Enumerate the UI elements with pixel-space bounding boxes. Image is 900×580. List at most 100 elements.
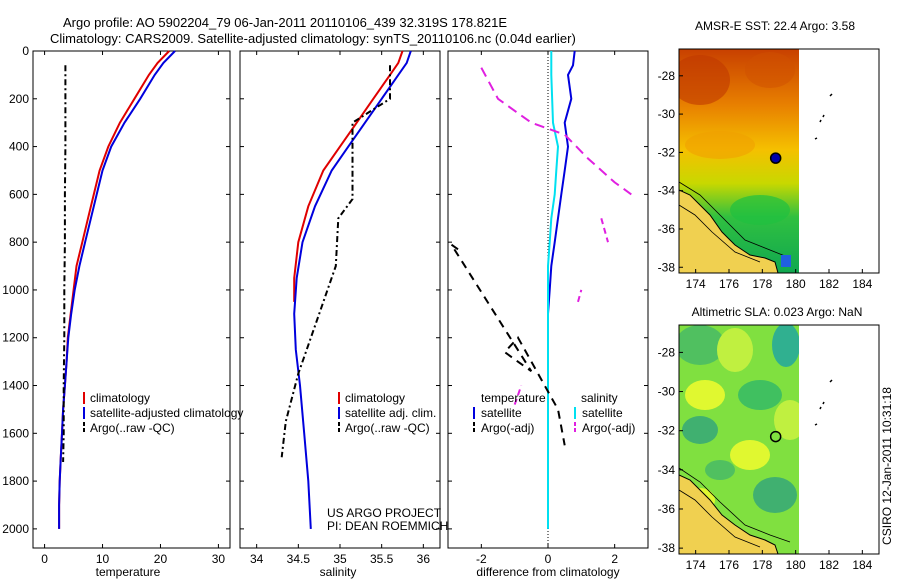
pi-credit: PI: DEAN ROEMMICH <box>327 519 448 533</box>
series-segment-salinity-argo-adj- <box>600 218 609 243</box>
depth-axis: 0 200 400 600 800 1000 1200 1400 1600 1800 2000 <box>2 44 230 536</box>
lon-tick-label: 182 <box>819 277 839 291</box>
depth-tick-label: 1200 <box>2 331 29 345</box>
temperature-xlabel: temperature <box>96 565 161 579</box>
x-tick-label: 34.5 <box>287 552 311 566</box>
figure-title-line2: Climatology: CARS2009. Satellite-adjuste… <box>50 31 576 46</box>
x-tick-label: 0 <box>545 552 552 566</box>
lat-tick-label: -38 <box>658 541 676 555</box>
salinity-depth-ticks <box>240 50 440 530</box>
lon-tick-label: 174 <box>686 277 706 291</box>
sst-warm-patch <box>745 52 795 88</box>
lon-tick-label: 174 <box>686 558 706 572</box>
legend-label: climatology <box>345 391 405 405</box>
argo-float-marker <box>769 152 782 164</box>
sla-patch <box>772 325 799 367</box>
bathymetry-contour <box>679 467 791 543</box>
depth-tick-label: 1600 <box>2 426 29 440</box>
series-line-satellite-adjusted-climatology <box>58 50 176 529</box>
lon-tick-label: 178 <box>752 558 772 572</box>
lat-tick-label: -36 <box>658 222 676 236</box>
bathymetry-contour <box>679 181 791 259</box>
depth-tick-label: 1000 <box>2 283 29 297</box>
series-line-satellite-adj-clim- <box>293 50 412 529</box>
depth-tick-label: 200 <box>9 92 29 106</box>
lon-tick-label: 184 <box>852 558 872 572</box>
legend-label: Argo(-adj) <box>582 421 635 435</box>
temperature-axes-box <box>32 50 231 549</box>
sla-map-title: Altimetric SLA: 0.023 Argo: NaN <box>692 305 863 319</box>
sla-patch <box>738 380 782 410</box>
sla-field <box>679 325 799 554</box>
sst-axes-box <box>678 48 880 274</box>
sst-map-panel: AMSR-E SST: 22.4 Argo: 3.58 174 176 178 180… <box>658 19 880 291</box>
lon-tick-label: 182 <box>819 558 839 572</box>
sst-cool-patch <box>730 195 790 225</box>
lon-tick-label: 176 <box>719 558 739 572</box>
x-tick-label: 0 <box>41 552 48 566</box>
series-segment-salinity-argo-adj- <box>513 385 523 405</box>
sst-field <box>679 49 799 273</box>
bathymetry-contour <box>679 204 761 263</box>
difference-series <box>450 50 632 529</box>
sla-map-panel: Altimetric SLA: 0.023 Argo: NaN 174 176 17… <box>658 305 880 572</box>
legend-label: Argo(..raw -QC) <box>90 421 175 435</box>
difference-legend: temperature satellite Argo(-adj) salinit… <box>473 391 635 435</box>
sst-front <box>685 131 755 159</box>
depth-tick-label: 1400 <box>2 379 29 393</box>
series-line-climatology <box>293 50 404 302</box>
salinity-panel: 34 34.5 35 35.5 36 salinity climatology sate… <box>239 50 448 579</box>
sla-patch <box>730 440 770 470</box>
legend-label: satellite adj. clim. <box>345 406 436 420</box>
depth-tick-label: 800 <box>9 235 29 249</box>
lat-tick-label: -38 <box>658 260 676 274</box>
sst-island-dots <box>814 93 833 140</box>
sst-map-marks <box>769 152 782 164</box>
x-tick-label: 35 <box>333 552 347 566</box>
sst-map-ticks: 174 176 178 180 182 184 -28 -30 -32 -34 -36 -38 <box>658 69 873 291</box>
series-line-argo-raw-qc- <box>62 65 67 463</box>
new-zealand-land <box>679 474 779 554</box>
lon-tick-label: 178 <box>752 277 772 291</box>
lat-tick-label: -30 <box>658 107 676 121</box>
bathymetry-contour <box>679 489 761 548</box>
x-tick-label: 35.5 <box>370 552 394 566</box>
temperature-series <box>58 50 176 529</box>
temperature-panel: 0 200 400 600 800 1000 1200 1400 1600 1800 2000 0 1… <box>2 44 243 579</box>
difference-xlabel: difference from climatology <box>476 565 619 579</box>
x-tick-label: 2 <box>611 552 618 566</box>
difference-panel: -2 0 2 difference from climatology tempera… <box>447 50 649 579</box>
lon-tick-label: 180 <box>786 277 806 291</box>
series-line-argo-raw-qc- <box>280 65 391 458</box>
legend-heading-salinity: salinity <box>581 391 618 405</box>
lat-tick-label: -28 <box>658 345 676 359</box>
x-tick-label: -2 <box>476 552 487 566</box>
lat-tick-label: -32 <box>658 145 676 159</box>
sla-patch <box>685 380 725 410</box>
kermadec-islands <box>814 379 833 426</box>
x-tick-label: 36 <box>417 552 431 566</box>
lat-tick-label: -28 <box>658 69 676 83</box>
depth-tick-label: 1800 <box>2 474 29 488</box>
legend-heading-temperature: temperature <box>481 391 546 405</box>
sst-warm-patch <box>679 55 730 105</box>
kermadec-islands <box>814 93 833 140</box>
sla-map-ticks: 174 176 178 180 182 184 -28 -30 -32 -34 -36 -38 <box>658 345 873 572</box>
x-tick-label: 10 <box>96 552 110 566</box>
sst-cool-spot <box>781 255 791 267</box>
sla-patch <box>717 328 753 372</box>
temperature-legend: climatology satellite-adjusted climatolo… <box>83 391 243 435</box>
figure-title-line1: Argo profile: AO 5902204_79 06-Jan-2011 … <box>63 15 507 30</box>
x-tick-label: 34 <box>250 552 264 566</box>
lon-tick-label: 180 <box>786 558 806 572</box>
salinity-legend: climatology satellite adj. clim. Argo(..… <box>338 391 436 435</box>
sla-patch <box>753 477 797 513</box>
legend-label: Argo(-adj) <box>481 421 534 435</box>
salinity-xlabel: salinity <box>320 565 357 579</box>
temperature-x-axis: 0 10 20 30 <box>41 51 225 566</box>
lat-tick-label: -34 <box>658 184 676 198</box>
difference-depth-ticks <box>448 50 648 530</box>
series-line-salinity-argo-adj- <box>480 67 632 196</box>
x-tick-label: 20 <box>154 552 168 566</box>
